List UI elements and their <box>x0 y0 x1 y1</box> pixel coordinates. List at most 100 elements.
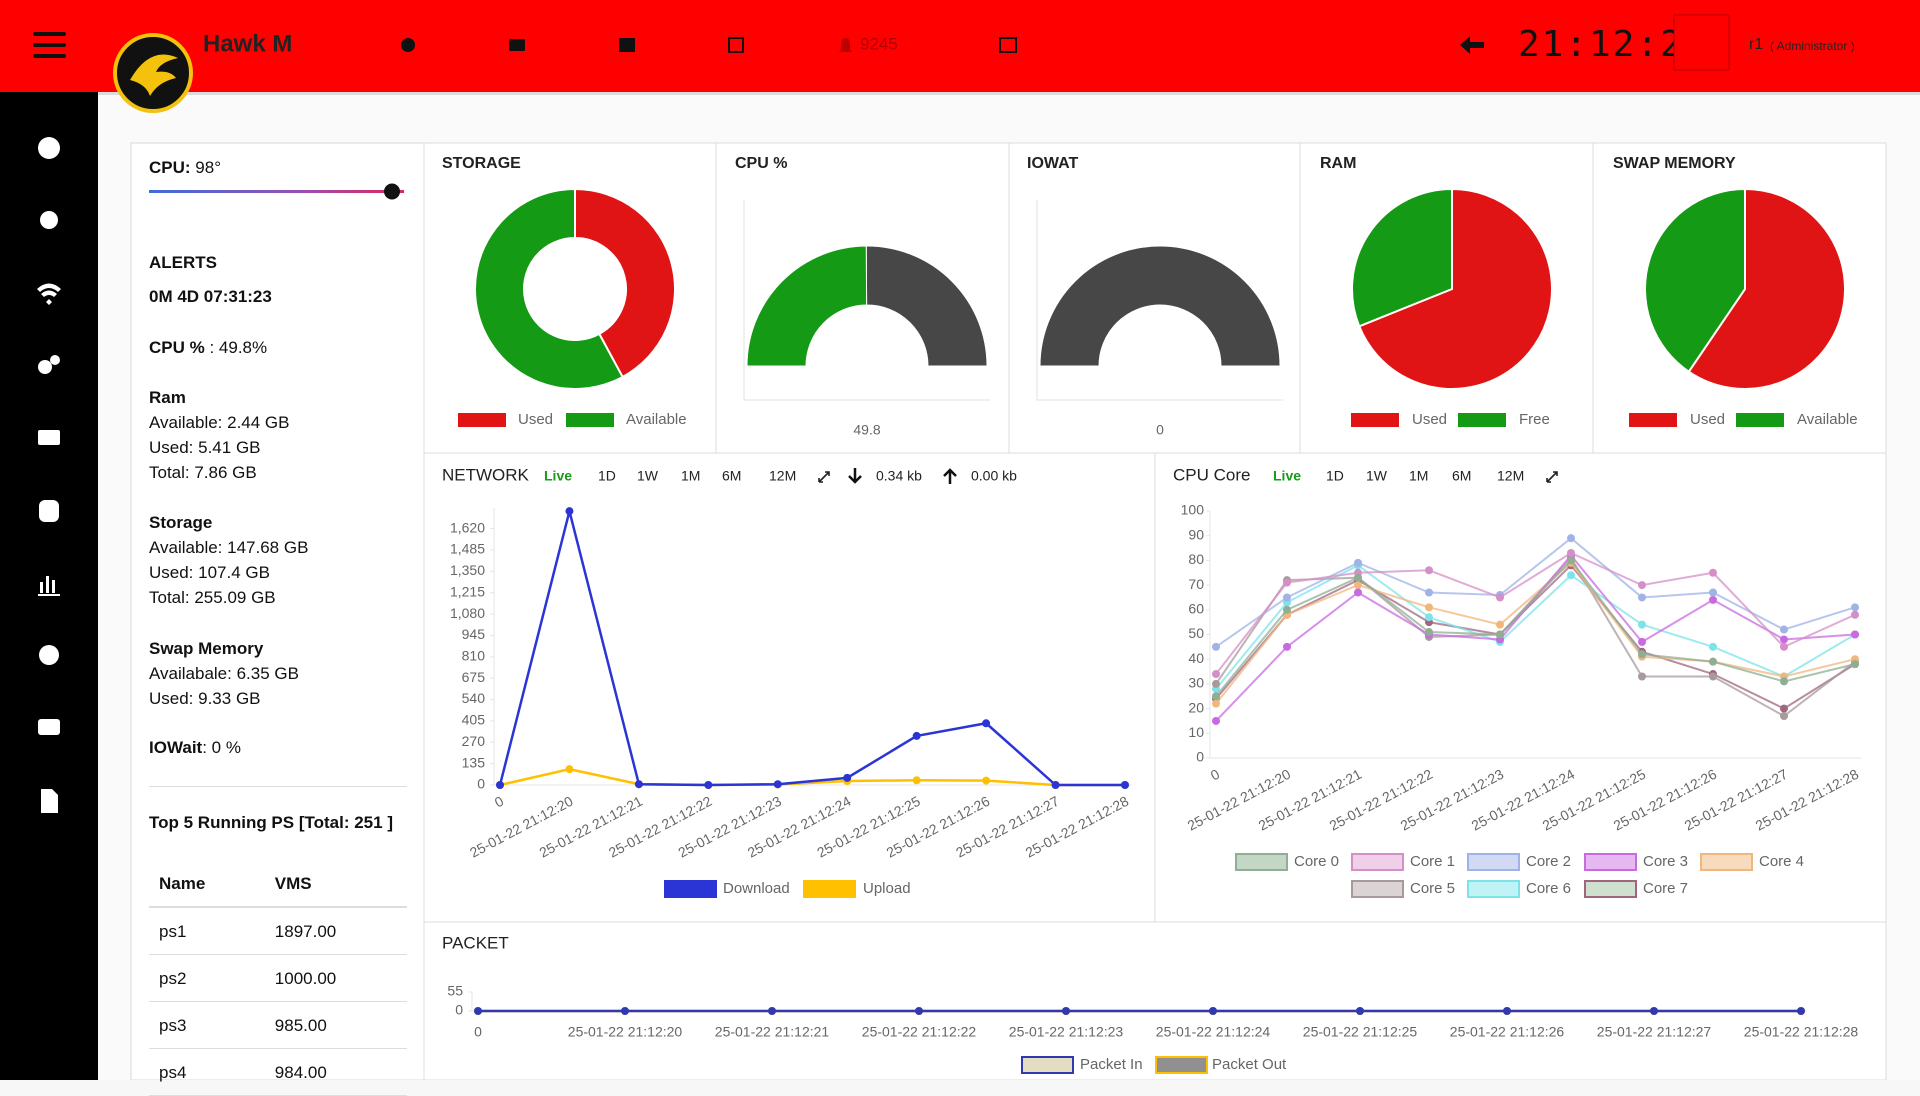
table-icon[interactable] <box>999 37 1017 53</box>
legend-label[interactable]: Core 2 <box>1526 853 1571 870</box>
file-icon[interactable] <box>41 789 58 813</box>
point <box>1212 670 1220 679</box>
legend-label[interactable]: Upload <box>863 880 911 897</box>
legend-label[interactable]: Core 3 <box>1643 853 1688 870</box>
value: : 0 % <box>202 738 241 757</box>
cubes-icon[interactable] <box>38 430 60 445</box>
back-icon[interactable] <box>1460 36 1484 54</box>
range-button[interactable]: 6M <box>1452 468 1471 484</box>
legend-label[interactable]: Packet Out <box>1212 1056 1287 1073</box>
legend-label[interactable]: Core 0 <box>1294 853 1339 870</box>
range-button[interactable]: 1W <box>1366 468 1388 484</box>
x-tick-label: 0 <box>474 1024 482 1040</box>
range-button[interactable]: Live <box>544 468 572 484</box>
point <box>1212 642 1220 651</box>
value: : 49.8% <box>209 338 268 357</box>
slice <box>1357 187 1553 390</box>
line: Availabale: 6.35 GB <box>149 664 299 683</box>
range-button[interactable]: 12M <box>1497 468 1524 484</box>
x-tick-label: 25-01-22 21:12:24 <box>1156 1024 1271 1040</box>
point <box>915 1007 923 1015</box>
legend-label[interactable]: Core 5 <box>1410 880 1455 897</box>
card <box>423 921 1887 1080</box>
logo-hawk <box>130 54 178 96</box>
chart-icon[interactable] <box>38 576 60 596</box>
y-tick-label: 100 <box>1181 502 1205 518</box>
point <box>1051 781 1060 789</box>
range-button[interactable]: 1W <box>637 468 659 484</box>
label: IOWait <box>149 738 203 757</box>
help-icon[interactable] <box>401 38 415 52</box>
legend-swatch <box>1155 1056 1208 1074</box>
user-name[interactable]: r1 <box>1749 36 1763 53</box>
legend-swatch <box>1584 880 1637 898</box>
label: CPU % <box>149 338 205 357</box>
range-button[interactable]: 1M <box>1409 468 1428 484</box>
y-tick-label: 1,215 <box>450 583 485 599</box>
chart-title: IOWAT <box>1027 155 1078 172</box>
y-tick-label: 675 <box>462 669 486 685</box>
point <box>1851 630 1859 639</box>
range-button[interactable]: 12M <box>769 468 796 484</box>
services-icon[interactable] <box>38 360 52 374</box>
camera-icon[interactable] <box>38 719 60 735</box>
point <box>1209 1007 1217 1015</box>
process-row: ps2 1000.00 <box>149 954 407 1002</box>
header-icons <box>401 36 1484 54</box>
chart-title: STORAGE <box>442 155 521 172</box>
range-button[interactable]: 1D <box>1326 468 1344 484</box>
cell: ps1 <box>149 907 265 955</box>
process-row: ps3 985.00 <box>149 1001 407 1049</box>
range-button[interactable]: 1D <box>598 468 616 484</box>
legend-label[interactable]: Core 1 <box>1410 853 1455 870</box>
range-button[interactable]: Live <box>1273 468 1301 484</box>
y-tick-label: 1,485 <box>450 541 485 557</box>
point <box>1709 657 1717 666</box>
line: Total: 7.86 GB <box>149 463 257 482</box>
line: Available: 147.68 GB <box>149 538 309 557</box>
processes-title: Top 5 Running PS [Total: 251 ] <box>149 810 407 835</box>
logo <box>113 33 193 113</box>
list-icon[interactable] <box>619 38 635 52</box>
point <box>1283 605 1291 614</box>
processes: Name VMS ps1 1897.00 ps2 1000.00 ps3 985.00 ps4… <box>149 860 407 1096</box>
point <box>1780 704 1788 713</box>
slice <box>474 187 624 390</box>
expand-icon[interactable] <box>818 471 830 483</box>
bar <box>33 54 66 58</box>
point <box>1121 781 1129 789</box>
point <box>1780 635 1788 644</box>
legend-label[interactable]: Download <box>723 880 790 897</box>
legend-label[interactable]: Core 4 <box>1759 853 1804 870</box>
settings-icon[interactable] <box>40 211 58 229</box>
point <box>1851 660 1859 669</box>
database-icon[interactable] <box>39 500 59 522</box>
point <box>1212 692 1220 701</box>
globe-icon[interactable] <box>39 645 59 665</box>
range-button[interactable]: 6M <box>722 468 741 484</box>
task-icon[interactable] <box>728 37 744 53</box>
point <box>1425 566 1433 575</box>
col: Name <box>149 860 265 908</box>
x-tick-label: 25-01-22 21:12:26 <box>1450 1024 1565 1040</box>
hamburger[interactable] <box>33 32 66 58</box>
x-tick-label: 25-01-22 21:12:23 <box>1009 1024 1124 1040</box>
point <box>1638 581 1646 590</box>
gauge-label: 0 <box>1156 422 1164 438</box>
range-button[interactable]: 1M <box>681 468 700 484</box>
legend-label[interactable]: Packet In <box>1080 1056 1143 1073</box>
mail-icon[interactable] <box>509 39 525 51</box>
avatar[interactable] <box>1673 14 1730 71</box>
gauge-frame <box>1036 200 1283 401</box>
legend-label[interactable]: Core 6 <box>1526 880 1571 897</box>
wifi-icon[interactable] <box>37 283 61 306</box>
expand-icon[interactable] <box>1546 471 1558 483</box>
bell-icon[interactable] <box>839 38 852 52</box>
upload-speed: 0.00 kb <box>971 468 1017 484</box>
bar <box>33 32 66 36</box>
legend-label: Free <box>1519 411 1550 428</box>
dashboard-icon[interactable] <box>38 137 60 159</box>
notification-count[interactable]: 9245 <box>860 34 898 53</box>
legend-label[interactable]: Core 7 <box>1643 880 1688 897</box>
process-row: ps4 984.00 <box>149 1048 407 1096</box>
